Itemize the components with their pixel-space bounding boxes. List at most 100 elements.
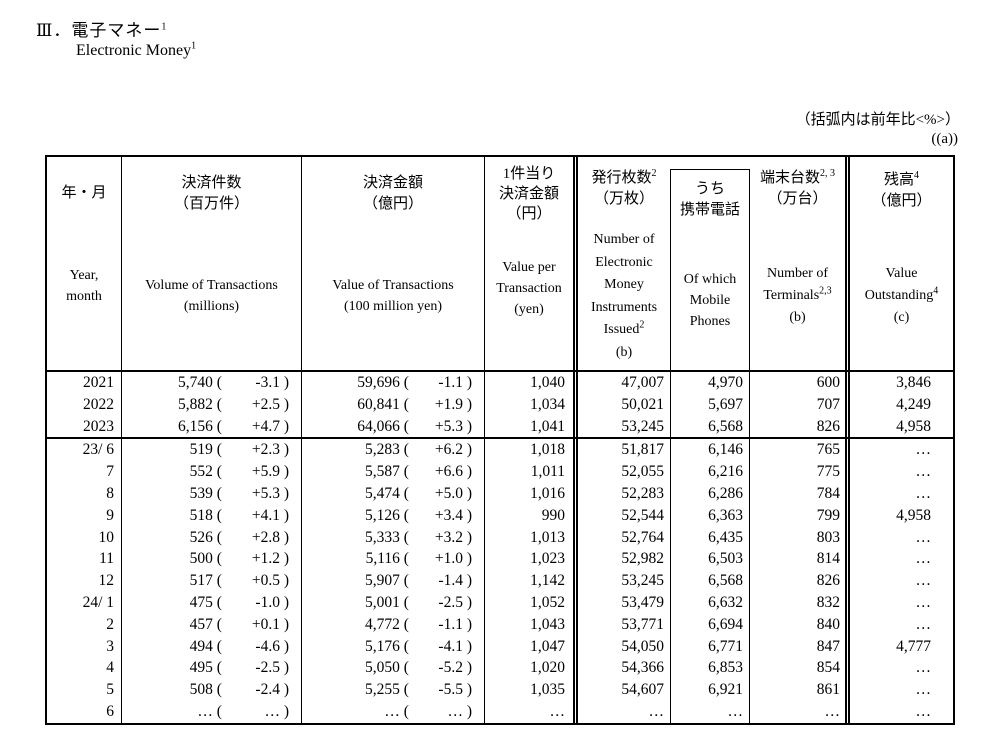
- cell-terminals: 814: [750, 548, 850, 571]
- paren-close: ): [279, 572, 289, 590]
- cell-volume: 5,740 (-3.1 ): [122, 372, 302, 394]
- paren-close: ): [462, 506, 472, 524]
- paren-close: ): [462, 463, 472, 481]
- col-header-value: 決済金額 （億円） Value of Transactions (100 milli…: [302, 157, 485, 370]
- cell-value: 5,474 (+5.0 ): [302, 482, 485, 505]
- paren-close: ): [462, 395, 472, 413]
- paren-close: ): [462, 593, 472, 611]
- table-row: 7 552 (+5.9 ) 5,587 (+6.6 ) 1,011 52,055 6,21…: [47, 461, 953, 483]
- volume-number: 500: [189, 550, 213, 568]
- cell-value-per-transaction: 1,052: [485, 591, 578, 614]
- cell-year-month: 11: [47, 548, 122, 571]
- cell-terminals: 840: [750, 613, 850, 636]
- cell-value-outstanding: 4,249: [896, 395, 931, 413]
- cell-mobile-phones: 6,286: [670, 482, 750, 505]
- cell-mobile-phones: …: [670, 700, 750, 723]
- paren-open: (: [399, 463, 409, 481]
- paren-open: (: [399, 374, 409, 391]
- cell-year-month: 4: [47, 657, 122, 680]
- volume-yoy: +0.5: [251, 572, 280, 590]
- paren-open: (: [212, 702, 222, 720]
- volume-yoy: +5.3: [251, 484, 280, 502]
- cell-mobile-phones: 6,435: [670, 526, 750, 549]
- volume-number: 457: [189, 615, 213, 633]
- cell-value-outstanding: 3,846: [896, 374, 931, 391]
- value-yoy: -1.1: [438, 615, 463, 633]
- cell-value: 5,333 (+3.2 ): [302, 526, 485, 549]
- cell-terminals: 847: [750, 635, 850, 658]
- paren-open: (: [399, 637, 409, 655]
- col-header-value-outstanding: 残高4 （億円） Value Outstanding4 (c): [850, 157, 953, 370]
- col-header-instruments-issued-en: Number of Electronic Money Instruments Issue…: [590, 232, 658, 360]
- cell-value-outstanding: …: [915, 615, 932, 633]
- cell-mobile-phones: 4,970: [670, 372, 750, 394]
- cell-instruments-issued: 53,245: [621, 572, 664, 590]
- col-header-volume: 決済件数 （百万件） Volume of Transactions (million…: [122, 157, 302, 370]
- cell-instruments-issued: 54,366: [621, 659, 664, 677]
- paren-close: ): [279, 593, 289, 611]
- col-header-value-outstanding-en: Value Outstanding4 (c): [864, 266, 939, 325]
- cell-value: 5,907 (-1.4 ): [302, 570, 485, 592]
- cell-year-month: 2021: [47, 372, 122, 394]
- paren-open: (: [399, 681, 409, 699]
- volume-yoy: +4.1: [251, 506, 280, 524]
- value-yoy: -2.5: [438, 593, 463, 611]
- table-row: 12 517 (+0.5 ) 5,907 (-1.4 ) 1,142 53,245 6,5…: [47, 570, 953, 592]
- cell-value: 59,696 (-1.1 ): [302, 372, 485, 394]
- cell-value-per-transaction: 1,142: [485, 570, 578, 592]
- cell-year-month: 23/ 6: [47, 439, 122, 462]
- cell-value-per-transaction: 1,023: [485, 548, 578, 571]
- table-row: 10 526 (+2.8 ) 5,333 (+3.2 ) 1,013 52,764 6,4…: [47, 526, 953, 549]
- cell-value-per-transaction: …: [485, 700, 578, 723]
- paren-open: (: [212, 572, 222, 590]
- col-header-volume-en: Volume of Transactions (millions): [145, 278, 278, 314]
- volume-yoy: +5.9: [251, 463, 280, 481]
- paren-close: ): [462, 441, 472, 459]
- table-row: 3 494 (-4.6 ) 5,176 (-4.1 ) 1,047 54,050 6,77…: [47, 635, 953, 658]
- paren-open: (: [212, 593, 222, 611]
- volume-yoy: +2.5: [251, 395, 280, 413]
- cell-instruments-issued: 52,764: [621, 528, 664, 546]
- table-row: 9 518 (+4.1 ) 5,126 (+3.4 ) 990 52,544 6,363 7…: [47, 504, 953, 527]
- cell-value-outstanding: …: [915, 484, 932, 502]
- paren-open: (: [212, 441, 222, 459]
- note-yoy-parenthesis: （括弧内は前年比<%>）: [795, 112, 960, 128]
- cell-instruments-issued: …: [648, 702, 665, 720]
- mobile-phones-inset-border: [670, 169, 750, 370]
- value-yoy: -4.1: [438, 637, 463, 655]
- cell-value: … (… ): [302, 700, 485, 723]
- paren-open: (: [212, 637, 222, 655]
- value-yoy: +3.4: [434, 506, 463, 524]
- value-yoy: +6.2: [434, 441, 463, 459]
- cell-terminals: 775: [750, 461, 850, 483]
- table-row: 2021 5,740 (-3.1 ) 59,696 (-1.1 ) 1,040 47,0…: [47, 372, 953, 394]
- paren-open: (: [399, 441, 409, 459]
- value-yoy: -1.4: [438, 572, 463, 590]
- volume-number: 475: [189, 593, 213, 611]
- cell-volume: … (… ): [122, 700, 302, 723]
- value-number: 64,066: [357, 417, 400, 435]
- cell-volume: 6,156 (+4.7 ): [122, 415, 302, 438]
- paren-open: (: [212, 528, 222, 546]
- cell-value-per-transaction: 1,011: [485, 461, 578, 483]
- table-row: 2023 6,156 (+4.7 ) 64,066 (+5.3 ) 1,041 53,2…: [47, 415, 953, 438]
- cell-mobile-phones: 6,503: [670, 548, 750, 571]
- table-row: 6… (… )… (… )……………: [47, 700, 953, 723]
- cell-terminals: 826: [750, 570, 850, 592]
- page-title: Ⅲ．電子マネー1: [36, 16, 167, 41]
- volume-number: 495: [189, 659, 213, 677]
- cell-volume: 526 (+2.8 ): [122, 526, 302, 549]
- cell-value-per-transaction: 1,018: [485, 439, 578, 462]
- page-title-text: Ⅲ．電子マネー: [36, 21, 162, 40]
- table-row: 5 508 (-2.4 ) 5,255 (-5.5 ) 1,035 54,607 6,92…: [47, 679, 953, 701]
- volume-yoy: +0.1: [251, 615, 280, 633]
- paren-close: ): [279, 374, 289, 391]
- cell-value-outstanding: …: [915, 463, 932, 481]
- cell-year-month: 9: [47, 504, 122, 527]
- value-yoy: +5.3: [434, 417, 463, 435]
- paren-open: (: [212, 506, 222, 524]
- cell-value-per-transaction: 990: [485, 504, 578, 527]
- cell-value: 64,066 (+5.3 ): [302, 415, 485, 438]
- cell-mobile-phones: 6,568: [670, 570, 750, 592]
- page-title-footnote-ref: 1: [161, 21, 168, 33]
